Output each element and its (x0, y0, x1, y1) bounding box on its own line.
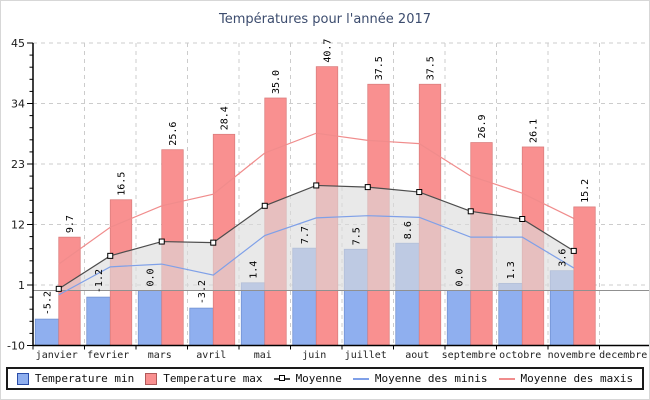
bar-value-label: 0.0 (146, 268, 157, 286)
moyenne-marker (519, 216, 526, 222)
bar-value-label: 1.3 (506, 261, 517, 279)
y-tick-label: 45 (11, 37, 25, 50)
month-label: septembre (442, 350, 496, 361)
bar-value-label: 35.0 (271, 70, 282, 94)
temp-max-bar (573, 206, 596, 346)
temperature-min-swatch-icon (16, 372, 29, 385)
y-tick-label: 23 (11, 158, 25, 171)
temp-min-bar (189, 307, 214, 346)
month-label: mai (254, 350, 272, 361)
moyenne-marker (416, 189, 423, 196)
month-label: fevrier (87, 350, 129, 361)
temp-min-bar (240, 282, 266, 346)
bar-value-label: 25.6 (168, 122, 179, 146)
month-label: avril (196, 350, 226, 361)
legend-item-temperature-min: Temperature min (16, 372, 135, 385)
bar-value-label: 26.1 (529, 119, 540, 143)
temp-min-bar (86, 296, 111, 346)
legend-label-moyenne: Moyenne (295, 372, 342, 385)
y-tick-label: 34 (11, 98, 25, 111)
bar-value-label: 0.0 (455, 268, 466, 286)
maxis-line-swatch-icon (498, 377, 515, 380)
legend-item-moyenne-des-minis: Moyenne des minis (352, 372, 488, 385)
legend-label-moyenne-des-minis: Moyenne des minis (374, 372, 488, 385)
temp-max-bar (58, 236, 81, 346)
bar-value-label: 1.4 (249, 261, 260, 279)
legend-label-moyenne-des-maxis: Moyenne des maxis (520, 372, 634, 385)
temp-min-bar (498, 282, 523, 346)
moyenne-area (58, 185, 574, 291)
month-label: mars (148, 350, 172, 361)
bar-value-label: 37.5 (374, 56, 385, 80)
temp-min-bar (137, 290, 163, 346)
moyenne-marker (158, 238, 165, 245)
bar-value-label: 3.6 (558, 249, 569, 267)
bar-value-label: 9.7 (65, 215, 76, 233)
bar-value-label: 28.4 (220, 106, 231, 130)
bar-value-label: -5.2 (43, 291, 54, 315)
chart-legend: Temperature min Temperature max Moyenne … (5, 367, 645, 390)
month-label: aout (405, 350, 429, 361)
moyenne-marker (570, 247, 577, 254)
bar-value-label: 7.7 (300, 226, 311, 244)
month-label: janvier (36, 350, 78, 361)
temp-min-bar (34, 318, 60, 346)
square-marker-icon (278, 374, 285, 381)
month-label: novembre (548, 350, 596, 361)
month-label: octobre (499, 350, 541, 361)
bar-value-label: -3.2 (197, 280, 208, 304)
moyenne-marker (467, 208, 474, 215)
temperature-max-swatch-icon (145, 372, 158, 385)
chart-title: Températures pour l'année 2017 (218, 12, 432, 27)
y-tick-label: -10 (7, 340, 25, 353)
moyenne-marker (55, 285, 62, 292)
legend-label-temperature-max: Temperature max (163, 372, 263, 385)
month-label: juin (302, 350, 326, 361)
minis-line-swatch-icon (352, 377, 369, 380)
bar-value-label: 37.5 (426, 56, 437, 80)
bar-value-label: 40.7 (323, 39, 334, 63)
bar-value-label: 7.5 (352, 227, 363, 245)
legend-label-temperature-min: Temperature min (34, 372, 135, 385)
legend-item-temperature-max: Temperature max (145, 372, 263, 385)
bar-value-label: 26.9 (477, 114, 488, 138)
month-label: juillet (345, 350, 387, 361)
bar-value-label: 15.2 (580, 179, 591, 203)
moyenne-marker (107, 252, 114, 259)
moyenne-marker (210, 239, 217, 246)
moyenne-des-maxis-line (58, 132, 575, 265)
moyenne-line-swatch-icon (273, 374, 290, 381)
moyenne-marker (313, 182, 320, 189)
bar-value-label: 16.5 (117, 172, 128, 196)
y-tick-label: 1 (18, 279, 25, 292)
bar-value-label: 8.6 (403, 221, 414, 239)
legend-item-moyenne: Moyenne (273, 372, 342, 385)
legend-item-moyenne-des-maxis: Moyenne des maxis (498, 372, 634, 385)
temp-min-bar (446, 290, 472, 346)
y-tick-label: 12 (11, 219, 25, 232)
moyenne-marker (261, 202, 268, 209)
moyenne-marker (364, 184, 371, 191)
bar-value-label: -1.2 (94, 269, 105, 293)
moyenne-des-minis-line (58, 215, 575, 296)
month-label: decembre (599, 350, 647, 361)
